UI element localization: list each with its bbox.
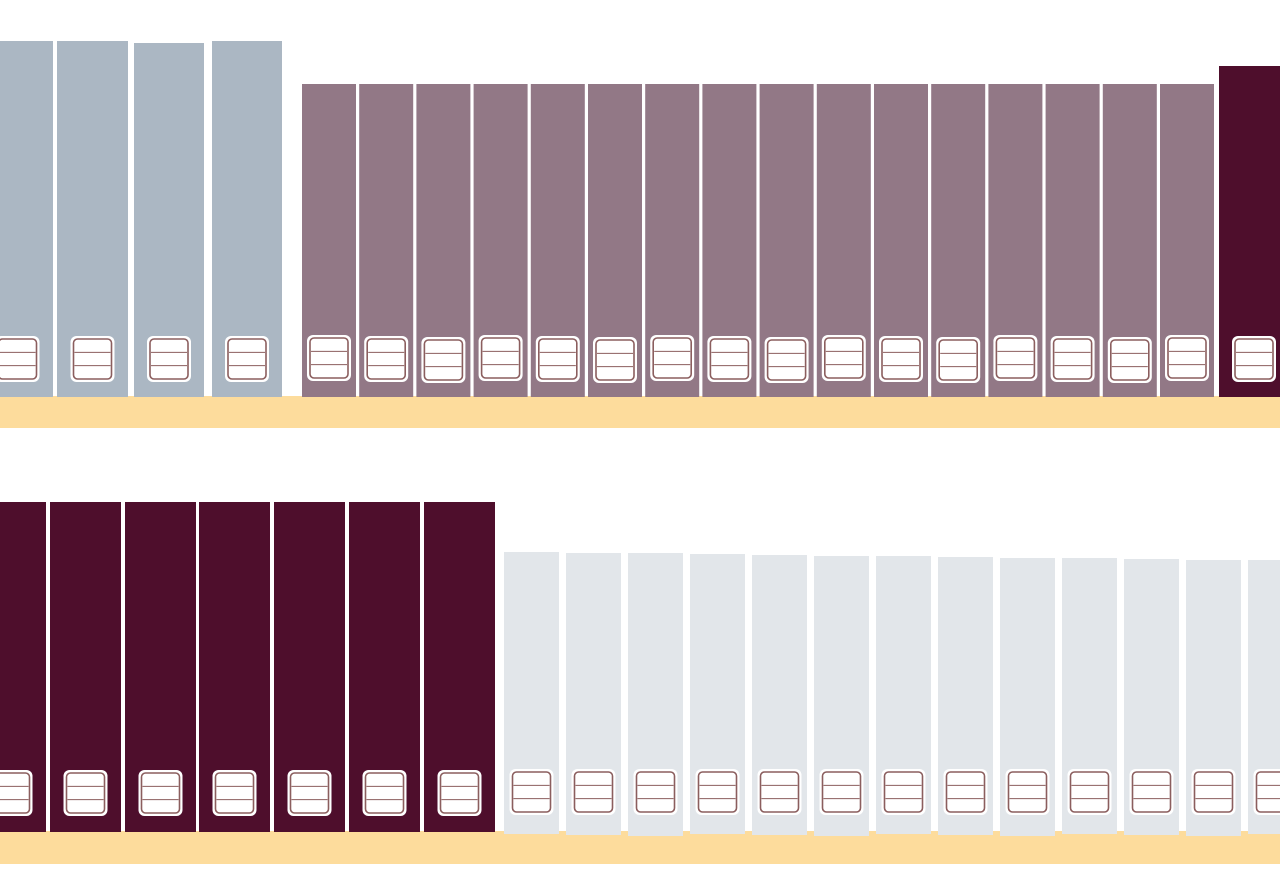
- binder-label-frame: [1131, 771, 1172, 813]
- binder-label-frame: [697, 771, 738, 813]
- top-shelf: [0, 396, 1280, 428]
- binder-label-frame: [309, 337, 349, 379]
- binder-label-frame: [945, 771, 986, 813]
- binder-label-frame: [65, 772, 106, 814]
- binder-label-frame: [511, 771, 552, 813]
- binder-label-frame: [289, 772, 330, 814]
- binder-label-frame: [938, 339, 979, 381]
- binder-label-frame: [1069, 771, 1110, 813]
- binder-label-frame: [149, 338, 189, 380]
- binder-label-frame: [1255, 771, 1280, 813]
- binder-label-frame: [635, 771, 676, 813]
- bottom-shelf: [0, 831, 1280, 864]
- binder-label-frame: [1110, 339, 1150, 381]
- binder-label-frame: [1167, 337, 1207, 379]
- binder-label-frame: [823, 337, 864, 379]
- binder-label-frame: [366, 338, 407, 380]
- binder-label-frame: [595, 339, 635, 381]
- binder-label-frame: [439, 772, 480, 814]
- binder-label-frame: [652, 337, 693, 379]
- binder-label-frame: [227, 338, 267, 380]
- binder-label-frame: [1234, 338, 1274, 380]
- binder-label-frame: [995, 337, 1036, 379]
- binder-label-frame: [480, 337, 521, 379]
- binder-label-frame: [1007, 771, 1048, 813]
- binder-label-frame: [0, 772, 31, 814]
- binder-label-frame: [364, 772, 405, 814]
- binder-label-frame: [72, 338, 113, 380]
- binder-label-frame: [766, 339, 807, 381]
- binder-label-frame: [821, 771, 862, 813]
- binder-label-frame: [0, 338, 38, 380]
- binder-label-frame: [1193, 771, 1234, 813]
- binder-label-frame: [140, 772, 181, 814]
- binder-label-frame: [423, 339, 464, 381]
- binder-label-frame: [1052, 338, 1093, 380]
- binder-label-frame: [537, 338, 578, 380]
- binder-label-frame: [881, 338, 921, 380]
- binder-label-frame: [709, 338, 750, 380]
- binder-label-frame: [573, 771, 614, 813]
- binder-label-frame: [883, 771, 924, 813]
- binder-label-frame: [214, 772, 255, 814]
- binder-label-frame: [759, 771, 800, 813]
